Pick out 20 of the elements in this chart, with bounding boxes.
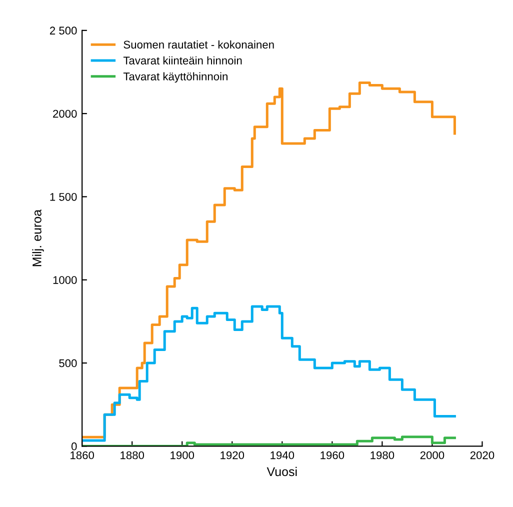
x-tick-label: 1860 <box>70 451 94 460</box>
x-tick-label: 1920 <box>220 451 244 460</box>
x-tick-label: 1900 <box>170 451 194 460</box>
y-tick-label: 1 500 <box>50 192 77 201</box>
legend-label: Tavarat käyttöhinnoin <box>123 72 228 83</box>
y-tick-label: 0 <box>71 442 77 450</box>
x-tick-label: 1880 <box>120 451 144 460</box>
legend-label: Suomen rautatiet - kokonainen <box>124 40 274 49</box>
x-tick-label: 1980 <box>370 451 394 460</box>
legend-label: Tavarat kiinteäin hinnoin <box>123 56 242 64</box>
y-tick-label: 500 <box>59 359 77 368</box>
x-tick-label: 1940 <box>270 451 294 460</box>
y-tick-label: 2 500 <box>50 26 77 35</box>
x-axis-title: Vuosi <box>266 466 297 476</box>
y-tick-label: 2000 <box>53 110 77 118</box>
y-axis-title: Milj. euroa <box>32 209 44 266</box>
y-tick-label: 1000 <box>53 276 77 284</box>
x-tick-label: 2020 <box>470 451 494 460</box>
x-tick-label: 2000 <box>420 451 444 460</box>
x-tick-label: 1960 <box>320 451 344 460</box>
